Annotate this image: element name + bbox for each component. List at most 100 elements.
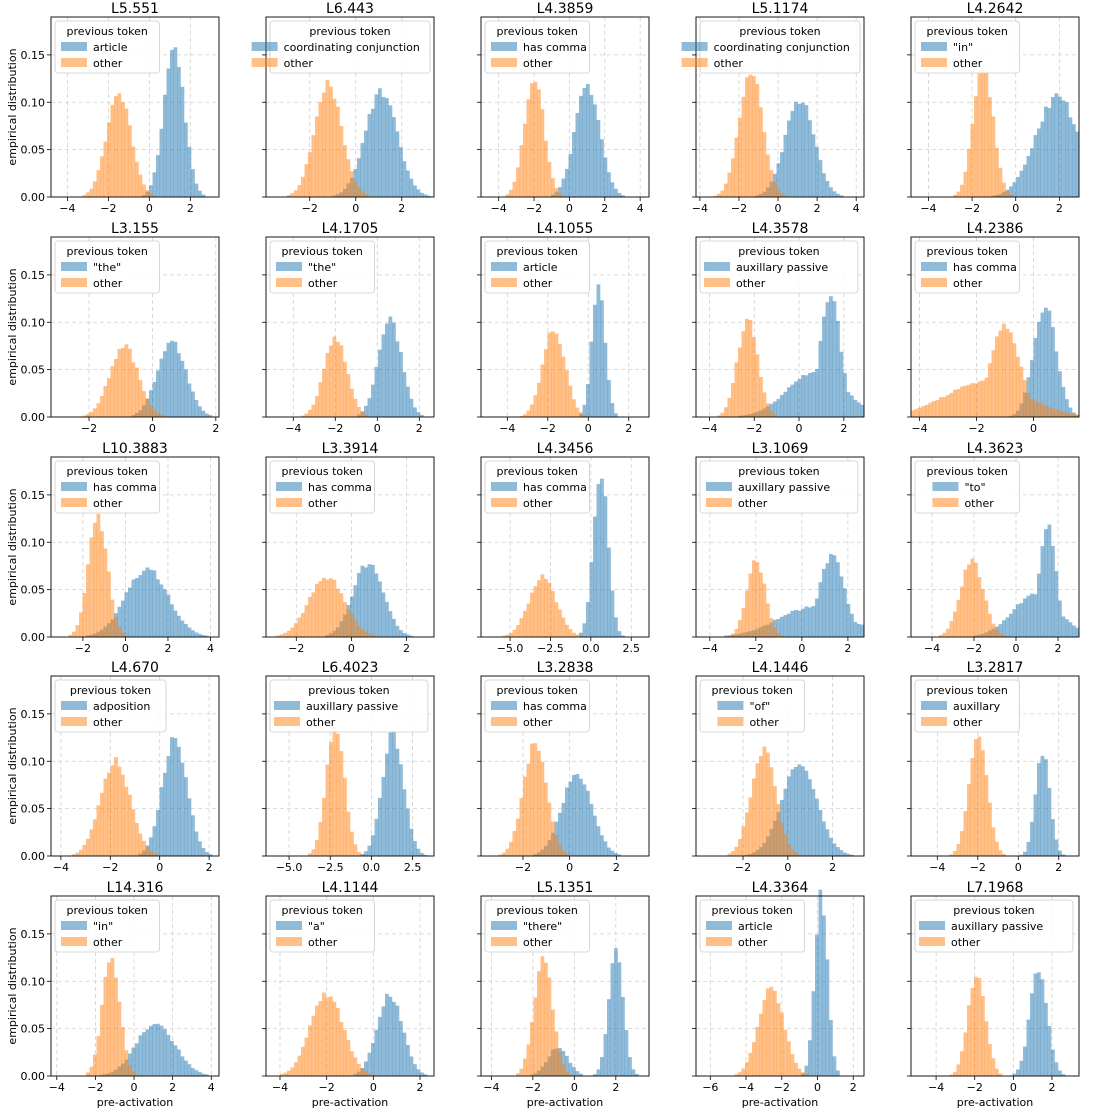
- histogram-bar: [117, 348, 122, 417]
- histogram-bar: [131, 1071, 136, 1076]
- histogram-bar: [551, 178, 555, 197]
- histogram-bar: [818, 582, 823, 637]
- legend: previous token article other: [699, 899, 805, 953]
- histogram-bar: [1016, 604, 1020, 637]
- histogram-bar: [180, 86, 185, 197]
- histogram-bar: [755, 1026, 760, 1076]
- histogram-bar: [100, 156, 104, 197]
- histogram-bar: [374, 94, 379, 197]
- legend-swatch-feature: [276, 262, 302, 271]
- histogram-bar: [1026, 392, 1031, 417]
- histogram-bar: [1051, 819, 1055, 856]
- histogram-bar: [420, 852, 424, 856]
- histogram-bar: [565, 624, 569, 637]
- histogram-bar: [745, 1062, 749, 1076]
- legend-label-feature: "the": [308, 261, 336, 274]
- legend-label-feature: "there": [523, 920, 562, 933]
- histogram-bar: [194, 1070, 199, 1076]
- histogram-bar: [308, 853, 312, 856]
- histogram-bar: [544, 962, 548, 1076]
- histogram-bar: [128, 794, 132, 856]
- y-axis-label: empirical distribution: [6, 927, 19, 1044]
- legend-swatch-feature: [921, 42, 947, 51]
- x-tick-label: 2: [1055, 861, 1062, 874]
- y-tick-label: 0.10: [21, 316, 46, 329]
- histogram-bar: [977, 73, 982, 197]
- legend-swatch-other: [921, 278, 947, 287]
- histogram-bar: [138, 1035, 143, 1076]
- x-tick-label: 2: [844, 642, 851, 655]
- chart-title: L4.2386: [967, 221, 1024, 237]
- histogram-bar: [114, 96, 118, 197]
- histogram-bar: [797, 854, 802, 856]
- histogram-bar: [1037, 972, 1041, 1076]
- histogram-bar: [357, 851, 361, 856]
- chart-panel-13: −5.0 −2.5 0.0 2.5 L4.3456 previous token has c…: [477, 441, 650, 655]
- histogram-bar: [984, 72, 989, 197]
- histogram-bar: [107, 962, 111, 1076]
- x-tick-label: 0: [146, 202, 153, 215]
- histogram-bar: [374, 818, 379, 856]
- histogram-bar: [346, 159, 351, 197]
- histogram-bar: [184, 369, 188, 417]
- histogram-bar: [836, 1070, 840, 1076]
- histogram-bar: [399, 352, 403, 417]
- legend-label-other: other: [93, 936, 123, 949]
- histogram-bar: [1051, 408, 1055, 417]
- histogram-bar: [1019, 603, 1024, 637]
- histogram-bar: [815, 146, 819, 197]
- histogram-bar: [332, 579, 337, 637]
- histogram-bar: [128, 348, 132, 417]
- histogram-bar: [402, 372, 407, 417]
- histogram-bar: [367, 845, 372, 856]
- histogram-bar: [1065, 399, 1069, 417]
- x-tick-label: −2: [75, 642, 91, 655]
- chart-title: L3.155: [111, 221, 159, 237]
- histogram-bar: [794, 852, 798, 856]
- histogram-bar: [776, 189, 781, 197]
- histogram-bar: [956, 843, 961, 856]
- histogram-bar: [82, 415, 87, 417]
- histogram-bar: [582, 623, 587, 637]
- histogram-bar: [628, 1057, 632, 1076]
- histogram-bar: [1023, 1046, 1027, 1076]
- series-other: [68, 513, 129, 637]
- histogram-bar: [142, 570, 146, 637]
- legend-label-other: other: [93, 497, 123, 510]
- histogram-bar: [427, 195, 431, 197]
- histogram-bar: [600, 139, 604, 197]
- x-tick-label: 0: [775, 202, 782, 215]
- histogram-bar: [762, 999, 767, 1076]
- axes-frame: [695, 456, 865, 638]
- legend-title: previous token: [309, 25, 390, 38]
- legend-title: previous token: [927, 684, 1008, 697]
- histogram-bar: [93, 819, 97, 856]
- histogram-bar: [741, 96, 746, 197]
- histogram-bar: [156, 854, 160, 856]
- histogram-bar: [572, 774, 576, 856]
- axes-frame: [910, 16, 1080, 198]
- histogram-bar: [318, 822, 323, 856]
- histogram-bar: [963, 569, 968, 637]
- histogram-bar: [939, 634, 943, 637]
- histogram-bar: [364, 567, 368, 637]
- histogram-bar: [724, 183, 728, 197]
- histogram-bar: [780, 152, 784, 197]
- legend-title: previous token: [953, 904, 1034, 917]
- histogram-bar: [1051, 97, 1055, 197]
- series-other: [949, 976, 1003, 1076]
- histogram-bar: [152, 853, 157, 856]
- histogram-bar: [565, 370, 569, 417]
- histogram-bar: [353, 1057, 358, 1076]
- histogram-bar: [374, 635, 379, 637]
- histogram-bar: [1075, 131, 1080, 197]
- legend-swatch-feature: [919, 921, 945, 930]
- histogram-bar: [755, 763, 760, 856]
- histogram-bar: [374, 366, 379, 417]
- histogram-bar: [1030, 821, 1034, 856]
- legend-label-other: other: [714, 57, 744, 70]
- x-tick-label: −5.0: [497, 642, 524, 655]
- histogram-bar: [839, 195, 844, 197]
- histogram-bar: [624, 1030, 629, 1076]
- legend-swatch-feature: [61, 921, 87, 930]
